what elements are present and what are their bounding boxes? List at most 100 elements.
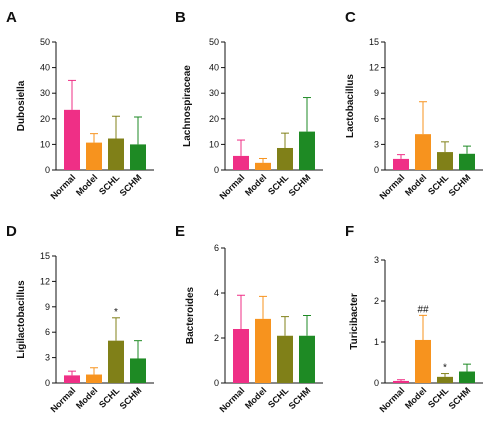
bar-schl xyxy=(108,138,124,170)
bar-schm xyxy=(130,144,146,170)
y-tick-label: 12 xyxy=(369,63,379,73)
significance-marker: * xyxy=(443,363,447,374)
y-tick-label: 15 xyxy=(40,251,50,261)
y-axis-label: Lactobacillus xyxy=(345,74,356,138)
x-tick-label: Model xyxy=(403,172,428,197)
y-tick-label: 15 xyxy=(369,37,379,47)
x-tick-label: Normal xyxy=(48,385,77,414)
x-tick-label: Model xyxy=(74,172,99,197)
x-tick-label: SCHL xyxy=(97,172,122,197)
y-axis-label: Bacteroides xyxy=(185,286,196,344)
bar-schl xyxy=(277,147,293,170)
x-tick-label: Model xyxy=(74,385,99,410)
panel-letter: E xyxy=(175,223,185,240)
y-tick-label: 3 xyxy=(374,139,379,149)
bar-model xyxy=(415,339,431,383)
y-tick-label: 9 xyxy=(374,88,379,98)
y-tick-label: 20 xyxy=(40,114,50,124)
bar-normal xyxy=(233,155,249,170)
panel-letter: F xyxy=(345,223,354,240)
x-tick-label: SCHM xyxy=(287,385,313,411)
y-tick-label: 0 xyxy=(214,165,219,175)
x-tick-label: Normal xyxy=(377,172,406,201)
x-tick-label: SCHM xyxy=(118,385,144,411)
y-tick-label: 3 xyxy=(45,353,50,363)
y-tick-label: 0 xyxy=(45,378,50,388)
y-tick-label: 2 xyxy=(214,333,219,343)
y-tick-label: 0 xyxy=(374,378,379,388)
panel-letter: A xyxy=(6,9,17,26)
y-tick-label: 40 xyxy=(209,63,219,73)
bar-normal xyxy=(393,158,409,170)
y-tick-label: 0 xyxy=(214,378,219,388)
bar-normal xyxy=(64,109,80,170)
x-tick-label: Model xyxy=(243,172,268,197)
y-tick-label: 20 xyxy=(209,114,219,124)
chart-panel-a: A Dubosiella 0 10 20 30 40 50 NormalModelSCHLSCH… xyxy=(6,9,154,201)
y-tick-label: 40 xyxy=(40,63,50,73)
y-tick-label: 30 xyxy=(209,88,219,98)
x-tick-label: Model xyxy=(243,385,268,410)
bar-normal xyxy=(233,329,249,383)
significance-marker: * xyxy=(114,307,118,318)
y-tick-label: 6 xyxy=(214,243,219,253)
y-tick-label: 10 xyxy=(40,139,50,149)
bar-model xyxy=(86,142,102,170)
y-tick-label: 2 xyxy=(374,296,379,306)
x-tick-label: Normal xyxy=(217,172,246,201)
bar-schl xyxy=(437,376,453,383)
x-tick-label: SCHL xyxy=(426,172,451,197)
bar-model xyxy=(86,374,102,383)
panel-letter: D xyxy=(6,223,17,240)
y-tick-label: 50 xyxy=(40,37,50,47)
bar-schl xyxy=(277,335,293,383)
chart-panel-d: DLigilactobacillus03691215NormalModelSCH… xyxy=(6,223,154,414)
bar-schm xyxy=(130,358,146,383)
bar-schm xyxy=(459,371,475,383)
y-tick-label: 30 xyxy=(40,88,50,98)
x-tick-label: SCHM xyxy=(287,172,313,198)
bar-model xyxy=(255,318,271,383)
bar-model xyxy=(255,162,271,170)
x-tick-label: SCHM xyxy=(118,172,144,198)
y-axis-label: Dubosiella xyxy=(16,80,27,131)
y-axis-label: Lachnospiraceae xyxy=(182,65,193,147)
x-tick-label: Model xyxy=(403,385,428,410)
chart-panel-b: BLachnospiraceae01020304050NormalModelSC… xyxy=(175,9,323,201)
x-tick-label: SCHL xyxy=(97,385,122,410)
bar-schm xyxy=(299,131,315,170)
x-tick-label: Normal xyxy=(217,385,246,414)
x-tick-label: SCHM xyxy=(447,385,473,411)
x-tick-label: Normal xyxy=(377,385,406,414)
y-tick-label: 12 xyxy=(40,276,50,286)
chart-panel-c: C Lactobacillus 0 3 6 9 12 15 NormalModelSCHLSCH… xyxy=(345,9,483,201)
x-tick-label: SCHL xyxy=(266,172,291,197)
bar-schm xyxy=(299,335,315,383)
y-tick-label: 0 xyxy=(374,165,379,175)
y-axis-label: Ligilactobacillus xyxy=(16,280,27,359)
y-tick-label: 9 xyxy=(45,302,50,312)
y-tick-label: 6 xyxy=(374,114,379,124)
bar-schl xyxy=(108,340,124,383)
x-tick-label: SCHL xyxy=(266,385,291,410)
panel-letter: B xyxy=(175,9,186,26)
y-axis-label: Turicibacter xyxy=(349,293,360,350)
bar-normal xyxy=(393,380,409,383)
y-tick-label: 6 xyxy=(45,327,50,337)
y-tick-label: 4 xyxy=(214,288,219,298)
y-tick-label: 0 xyxy=(45,165,50,175)
x-tick-label: SCHL xyxy=(426,385,451,410)
x-tick-label: Normal xyxy=(48,172,77,201)
bar-schm xyxy=(459,153,475,170)
y-tick-label: 3 xyxy=(374,255,379,265)
bar-schl xyxy=(437,152,453,170)
bar-normal xyxy=(64,375,80,383)
y-tick-label: 1 xyxy=(374,337,379,347)
y-tick-label: 10 xyxy=(209,139,219,149)
panel-letter: C xyxy=(345,9,356,26)
x-tick-label: SCHM xyxy=(447,172,473,198)
y-tick-label: 50 xyxy=(209,37,219,47)
